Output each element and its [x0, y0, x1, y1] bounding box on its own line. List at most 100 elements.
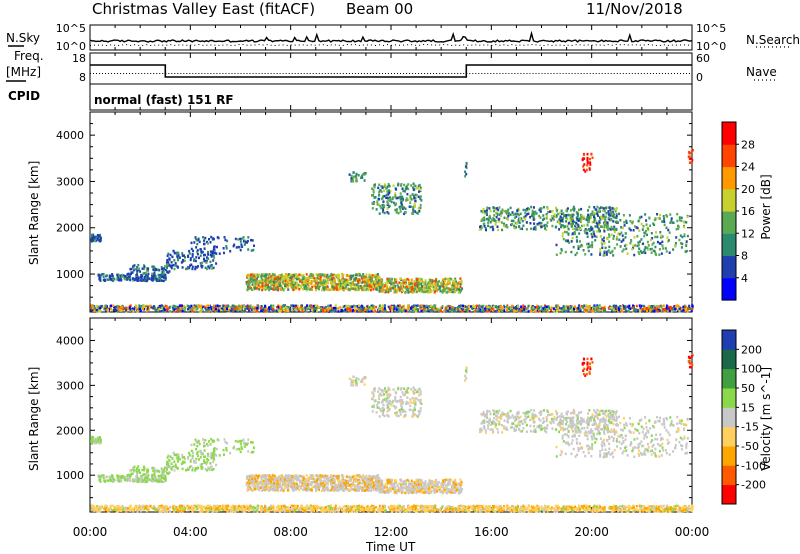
power-echo [633, 235, 636, 239]
power-echo [225, 245, 228, 248]
power-echo [417, 308, 419, 311]
x-tick-label: 16:00 [474, 525, 509, 539]
nsearch-dot [298, 44, 300, 46]
power-echo [136, 269, 139, 273]
power-echo [514, 309, 517, 312]
power-echo [632, 246, 635, 250]
power-echo [298, 309, 300, 312]
power-echo [377, 186, 380, 190]
power-echo [318, 283, 321, 286]
power-echo [323, 280, 326, 283]
power-echo [527, 212, 530, 215]
power-echo [519, 217, 522, 221]
power-echo [194, 267, 197, 271]
nave-dot [400, 73, 401, 74]
velocity-colorbar-tick-label: -15 [741, 421, 759, 434]
power-echo [230, 306, 233, 309]
power-echo [265, 278, 267, 281]
power-echo [247, 277, 250, 281]
power-echo [163, 308, 166, 311]
power-echo [112, 279, 115, 283]
nave-dot [327, 73, 329, 74]
power-echo [538, 214, 541, 218]
power-echo [468, 306, 471, 309]
power-echo [267, 286, 270, 289]
power-echo [463, 308, 466, 312]
power-echo [307, 286, 310, 289]
power-echo [667, 307, 670, 310]
power-echo [559, 308, 562, 312]
power-echo [112, 304, 115, 307]
nsearch-dot [443, 44, 445, 46]
power-echo [310, 276, 313, 279]
power-echo [344, 308, 347, 311]
power-echo [154, 309, 157, 312]
power-echo [476, 304, 479, 308]
power-echo [481, 217, 484, 221]
power-echo [416, 290, 418, 293]
power-echo [549, 210, 551, 213]
power-echo [525, 228, 528, 231]
frequency-trace [90, 64, 692, 78]
nave-dot [577, 73, 579, 74]
power-echo [330, 309, 332, 312]
nave-dot [508, 73, 510, 74]
power-echo [156, 307, 158, 311]
power-echo [388, 204, 391, 208]
power-echo [390, 200, 393, 204]
power-echo [595, 208, 598, 211]
nave-dot [466, 73, 468, 74]
power-echo [247, 236, 250, 239]
power-echo [383, 307, 386, 310]
nsearch-dot [114, 44, 116, 46]
power-echo [517, 305, 519, 308]
power-echo [603, 241, 606, 245]
power-echo [453, 285, 456, 288]
power-echo [684, 308, 687, 311]
power-echo [401, 285, 403, 289]
power-echo [136, 265, 138, 269]
power-echo [486, 206, 489, 209]
nave-dot [255, 73, 257, 74]
nave-dot [670, 73, 672, 74]
power-echo [287, 288, 290, 291]
power-echo [617, 307, 620, 310]
nsearch-dot [146, 44, 148, 46]
power-echo [160, 274, 163, 277]
power-echo [413, 184, 416, 188]
power-echo [608, 213, 610, 216]
nave-dot [652, 73, 654, 74]
power-echo [554, 309, 557, 312]
power-echo [540, 207, 543, 210]
power-echo [318, 285, 321, 289]
power-echo [409, 205, 412, 208]
power-echo [404, 291, 407, 294]
power-echo [446, 278, 449, 281]
nsearch-dot [667, 44, 669, 46]
power-echo [340, 307, 343, 311]
power-echo [517, 219, 520, 222]
power-echo [278, 278, 281, 281]
nave-dot [526, 73, 528, 74]
power-echo [667, 309, 670, 313]
power-echo [423, 284, 425, 287]
power-echo [99, 238, 101, 241]
power-echo [184, 256, 186, 259]
power-echo [386, 190, 389, 193]
nsearch-dot [684, 44, 685, 46]
power-echo [306, 304, 308, 307]
nsearch-dot [627, 44, 629, 46]
power-echo [479, 227, 482, 231]
power-echo [493, 218, 496, 221]
power-echo [598, 207, 601, 210]
power-echo [511, 211, 514, 214]
nsearch-dot [314, 44, 316, 46]
power-echo [299, 280, 301, 283]
power-echo [424, 282, 427, 286]
mode-text: normal (fast) 151 RF [94, 93, 234, 107]
nave-dot [439, 73, 441, 74]
power-echo [576, 218, 579, 221]
power-echo [669, 305, 672, 309]
power-echo [200, 250, 203, 254]
power-echo [175, 305, 177, 309]
